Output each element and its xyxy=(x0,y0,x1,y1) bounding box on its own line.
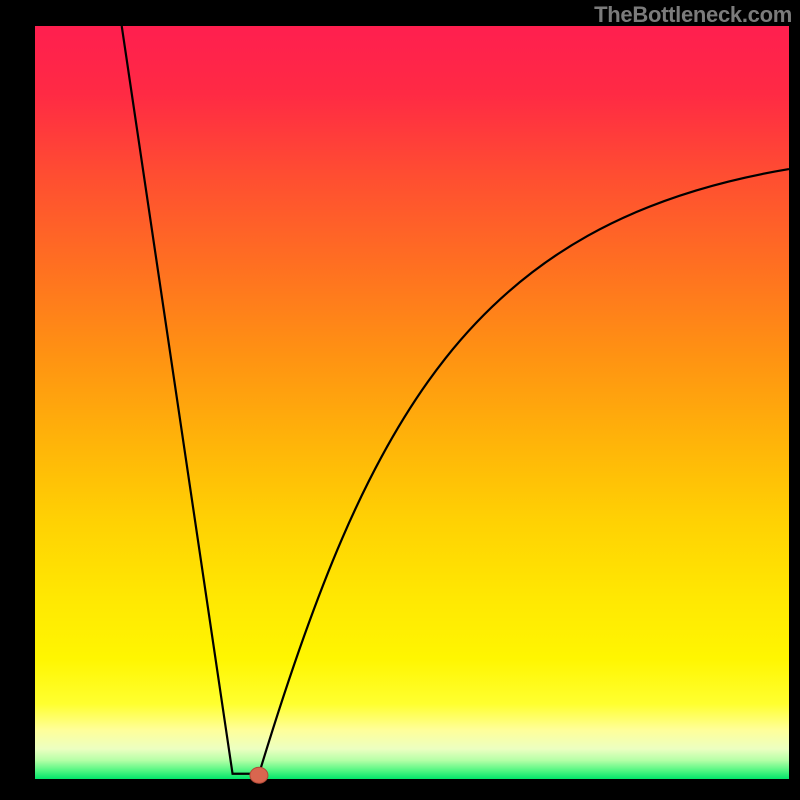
watermark-text: TheBottleneck.com xyxy=(594,2,792,28)
current-config-marker xyxy=(250,767,268,783)
bottleneck-chart xyxy=(0,0,800,800)
chart-plot-area xyxy=(35,26,789,779)
